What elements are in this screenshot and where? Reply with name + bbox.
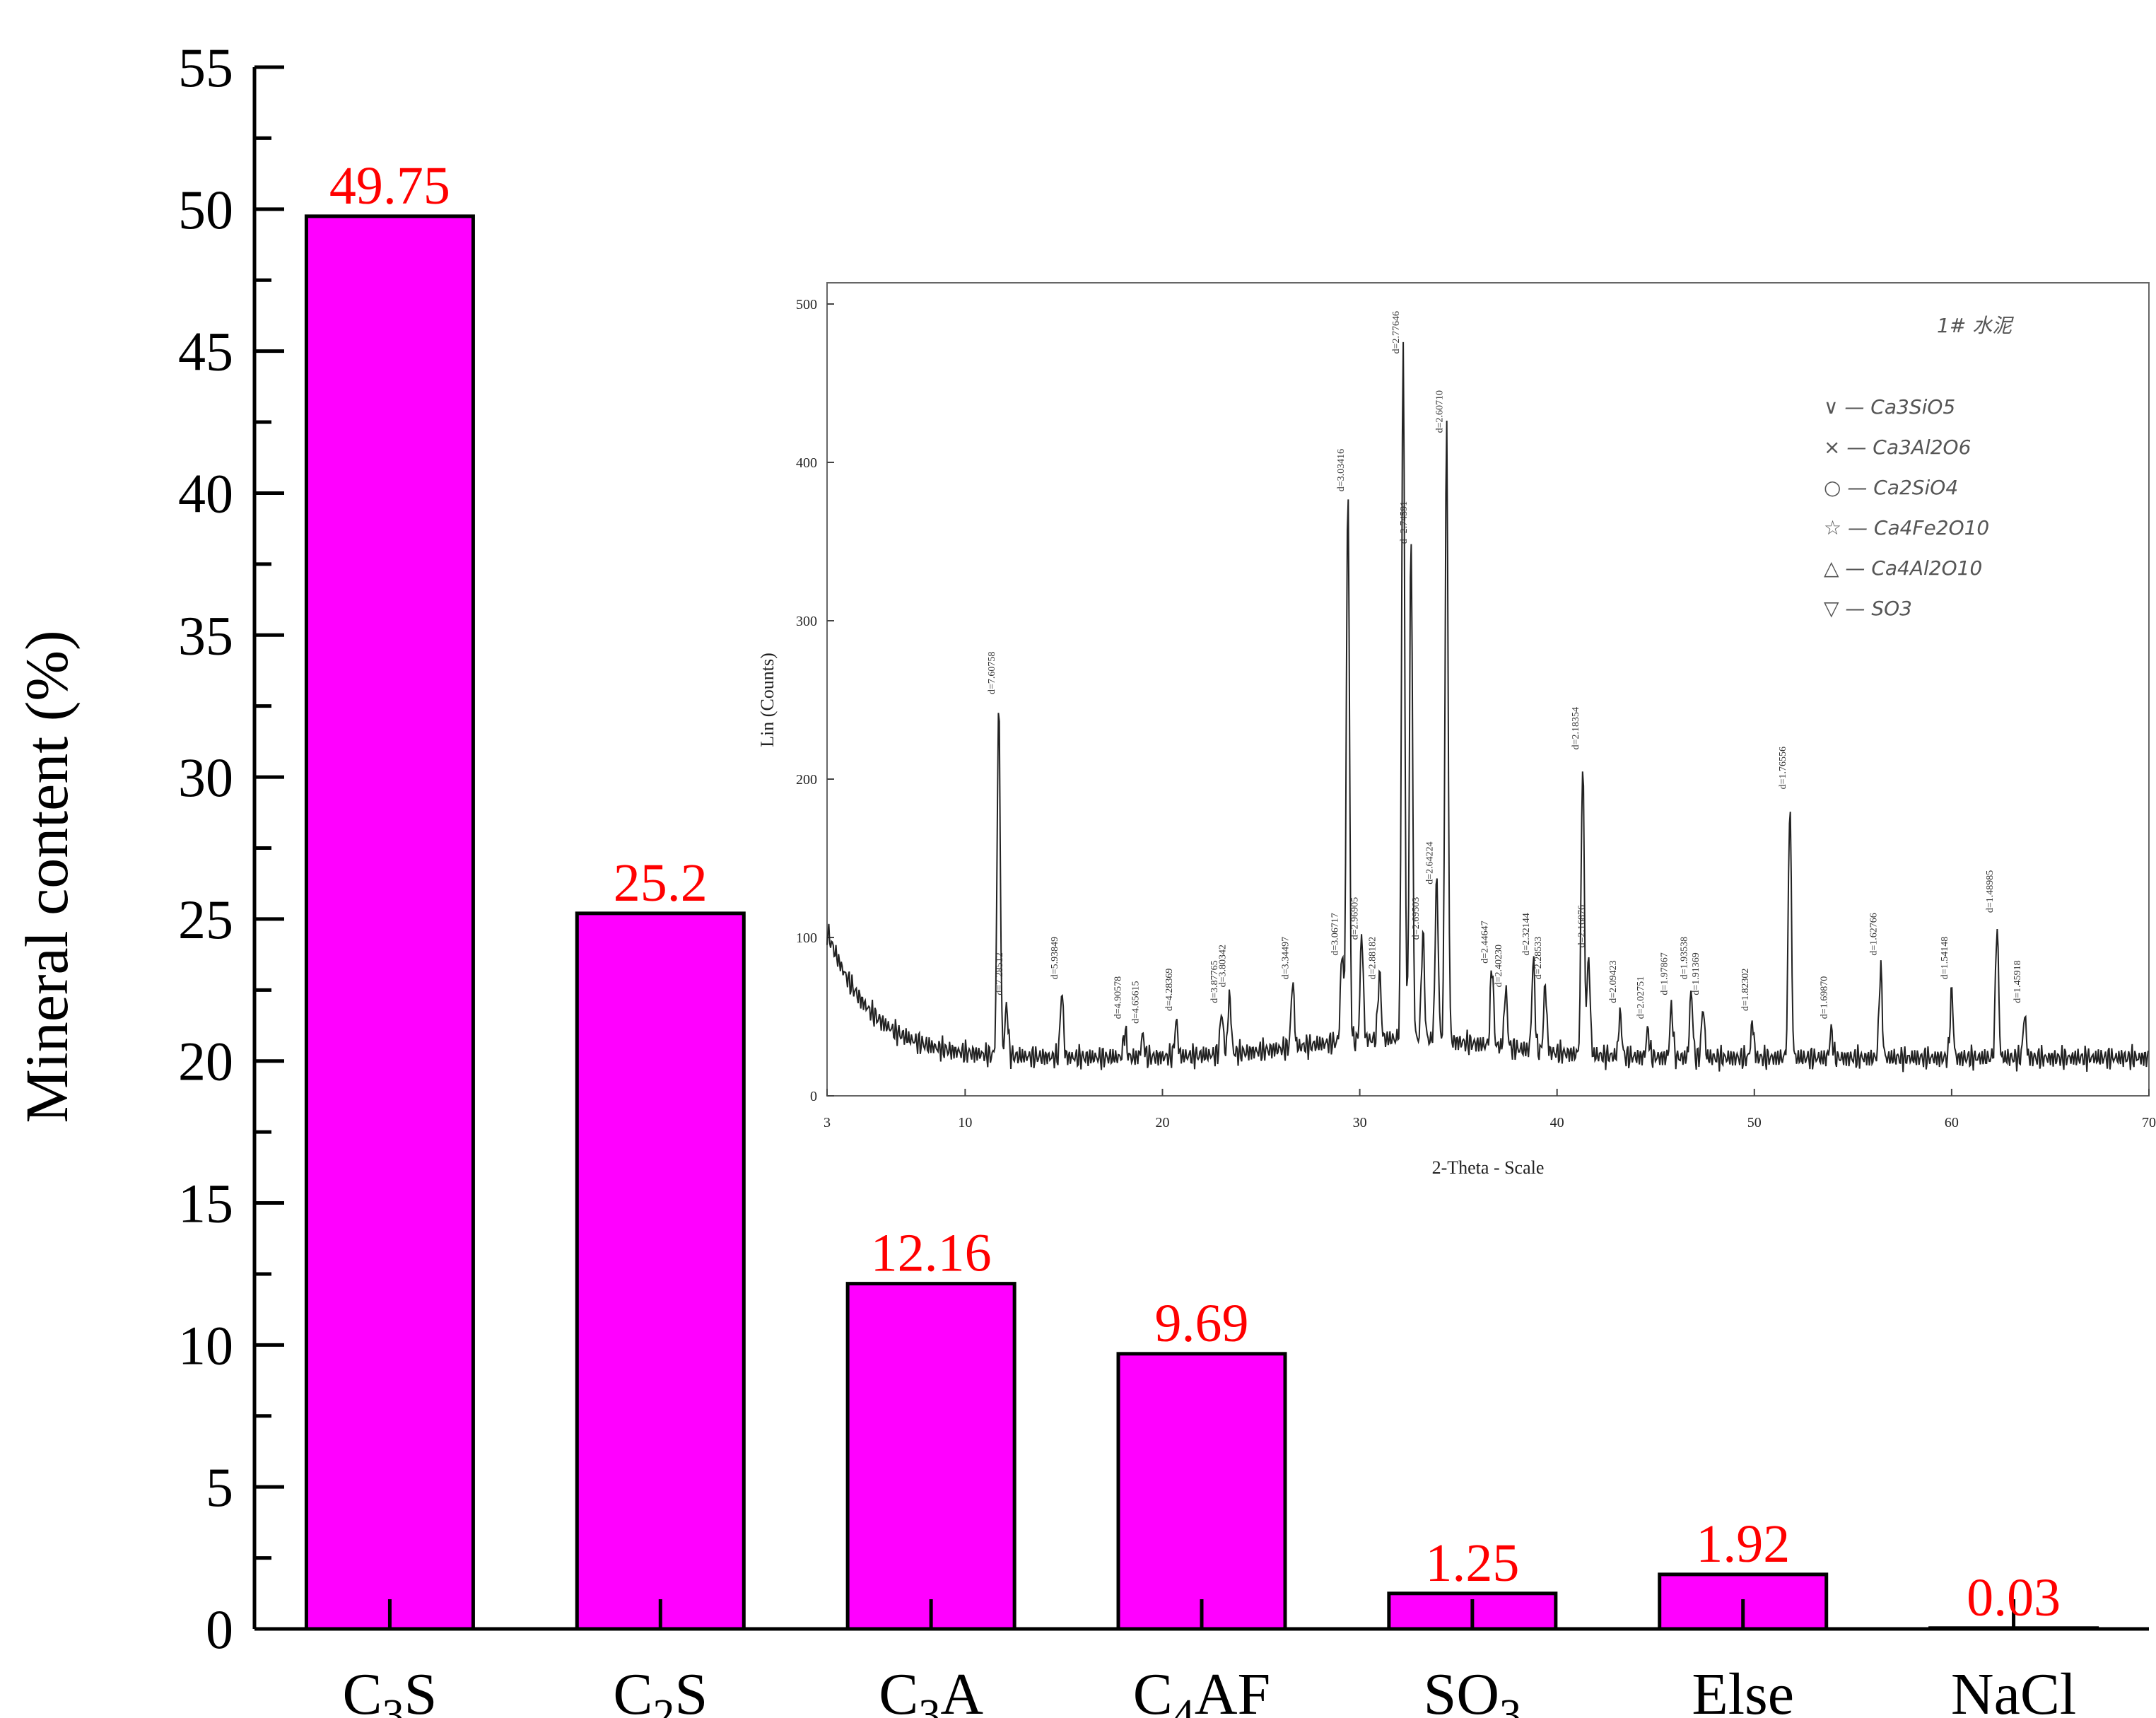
peak-label: d=4.28369 (1164, 969, 1175, 1011)
xrd-inset: 0 100 200 300 400 500 3 10 20 30 40 50 60 70 2-Theta -… (757, 282, 2156, 1178)
peak-label: d=3.03416 (1336, 449, 1347, 491)
peak-label: d=4.65615 (1131, 981, 1142, 1024)
peak-label: d=1.82302 (1740, 969, 1751, 1011)
y-tick-label: 55 (178, 37, 233, 98)
inset-legend-item: ☆ — Ca4Fe2O10 (1824, 516, 1989, 539)
bar-group: 49.75 C3S 25.2 C2S 12.16 C3A 9.69 C4AF 1.25 SO3 1.… (304, 156, 2099, 1718)
data-label: 9.69 (1155, 1294, 1249, 1353)
data-label: 1.25 (1425, 1533, 1519, 1593)
inset-legend-item: △ — Ca4Al2O10 (1824, 556, 1982, 580)
x-tick-label: C4AF (1133, 1661, 1270, 1718)
inset-legend-item: × — Ca3Al2O6 (1824, 436, 1971, 459)
peak-label: d=1.91369 (1691, 952, 1701, 995)
data-label: 12.16 (871, 1224, 992, 1283)
peak-label: d=2.09423 (1608, 960, 1619, 1003)
peak-label: d=7.60758 (987, 652, 997, 694)
bar (575, 911, 746, 1631)
peak-label: d=2.40230 (1494, 945, 1504, 987)
inset-y-tick-label: 100 (796, 930, 817, 946)
x-tick-label: C3S (343, 1661, 438, 1718)
peak-label: d=2.69503 (1411, 897, 1422, 940)
y-tick-label: 0 (206, 1599, 233, 1660)
y-tick-label: 45 (178, 321, 233, 382)
peak-label: d=2.74591 (1399, 501, 1410, 544)
peak-label: d=3.80342 (1217, 945, 1228, 987)
peak-label: d=2.96905 (1349, 897, 1360, 940)
peak-label: d=2.44647 (1480, 921, 1491, 963)
inset-x-tick-label: 3 (824, 1115, 831, 1130)
y-tick-label: 20 (178, 1031, 233, 1092)
peak-label: d=1.45918 (2013, 960, 2023, 1003)
peak-label: d=3.06717 (1330, 913, 1340, 955)
inset-y-tick-label: 200 (796, 772, 817, 788)
inset-y-tick-label: 0 (810, 1089, 817, 1104)
peak-label: d=2.28533 (1533, 937, 1544, 979)
inset-x-tick-label: 40 (1550, 1115, 1564, 1130)
data-label: 49.75 (329, 156, 450, 216)
inset-y-tick-label: 400 (796, 455, 817, 471)
y-tick-label: 10 (178, 1314, 233, 1376)
inset-legend-item: ▽ — SO3 (1824, 597, 1912, 620)
x-tick-label: Else (1692, 1661, 1794, 1718)
xrd-trace (826, 341, 2149, 1073)
inset-y-axis-label: Lin (Counts) (757, 653, 778, 747)
inset-x-tick-label: 50 (1747, 1115, 1762, 1130)
peak-label: d=1.62766 (1868, 913, 1879, 955)
peak-label: d=3.87765 (1209, 960, 1220, 1003)
peak-label: d=1.54148 (1940, 937, 1950, 979)
data-label: 0.03 (1967, 1568, 2061, 1628)
y-tick-label: 40 (178, 462, 233, 524)
peak-label: d=1.48985 (1985, 870, 1996, 913)
inset-x-tick-label: 30 (1353, 1115, 1367, 1130)
peak-label: d=2.60710 (1434, 390, 1445, 433)
peak-label: d=2.32144 (1521, 913, 1532, 955)
bar (845, 1282, 1017, 1631)
inset-y-tick-label: 500 (796, 297, 817, 312)
peak-label: d=1.97867 (1660, 952, 1670, 995)
peak-label: d=4.90578 (1113, 976, 1123, 1019)
data-label: 25.2 (614, 853, 708, 913)
y-tick-label: 35 (178, 604, 233, 666)
y-tick-label: 25 (178, 889, 233, 950)
y-tick-label: 5 (206, 1456, 233, 1518)
peak-label: d=2.16876 (1576, 905, 1587, 947)
inset-x-tick-label: 20 (1155, 1115, 1169, 1130)
inset-header-note: 1# 水泥 (1937, 314, 2014, 337)
peak-label: d=2.02751 (1636, 976, 1646, 1019)
peak-label: d=2.64224 (1424, 841, 1435, 884)
peak-label: d=1.93538 (1679, 937, 1689, 979)
peak-label: d=7.28512 (995, 952, 1005, 995)
bar (304, 214, 475, 1631)
data-label: 1.92 (1696, 1514, 1790, 1574)
y-axis-label: Mineral content (%) (13, 630, 81, 1123)
y-tick-label: 50 (178, 179, 233, 240)
x-tick-label: SO3 (1424, 1661, 1521, 1718)
bar (1116, 1352, 1287, 1631)
peak-label: d=1.69870 (1820, 976, 1830, 1019)
peak-label: d=3.34497 (1281, 937, 1291, 979)
y-tick-label: 30 (178, 747, 233, 808)
peak-label: d=2.77646 (1391, 311, 1402, 353)
inset-x-tick-label: 70 (2142, 1115, 2156, 1130)
inset-frame (826, 282, 2150, 1097)
x-tick-label: C3A (879, 1661, 983, 1718)
inset-x-axis-label: 2-Theta - Scale (1432, 1157, 1545, 1178)
inset-x-tick-label: 60 (1945, 1115, 1959, 1130)
y-tick-label: 15 (178, 1173, 233, 1234)
peak-label: d=1.76556 (1778, 747, 1788, 789)
inset-y-tick-label: 300 (796, 614, 817, 629)
peak-label: d=5.93849 (1050, 937, 1060, 979)
x-tick-label: C2S (613, 1661, 708, 1718)
peak-label: d=2.18354 (1571, 707, 1581, 749)
inset-legend-item: ∨ — Ca3SiO5 (1824, 395, 1955, 419)
inset-x-tick-label: 10 (958, 1115, 972, 1130)
peak-label: d=2.88182 (1367, 937, 1378, 979)
x-tick-label: NaCl (1951, 1661, 2076, 1718)
inset-legend-item: ○ — Ca2SiO4 (1824, 476, 1958, 499)
